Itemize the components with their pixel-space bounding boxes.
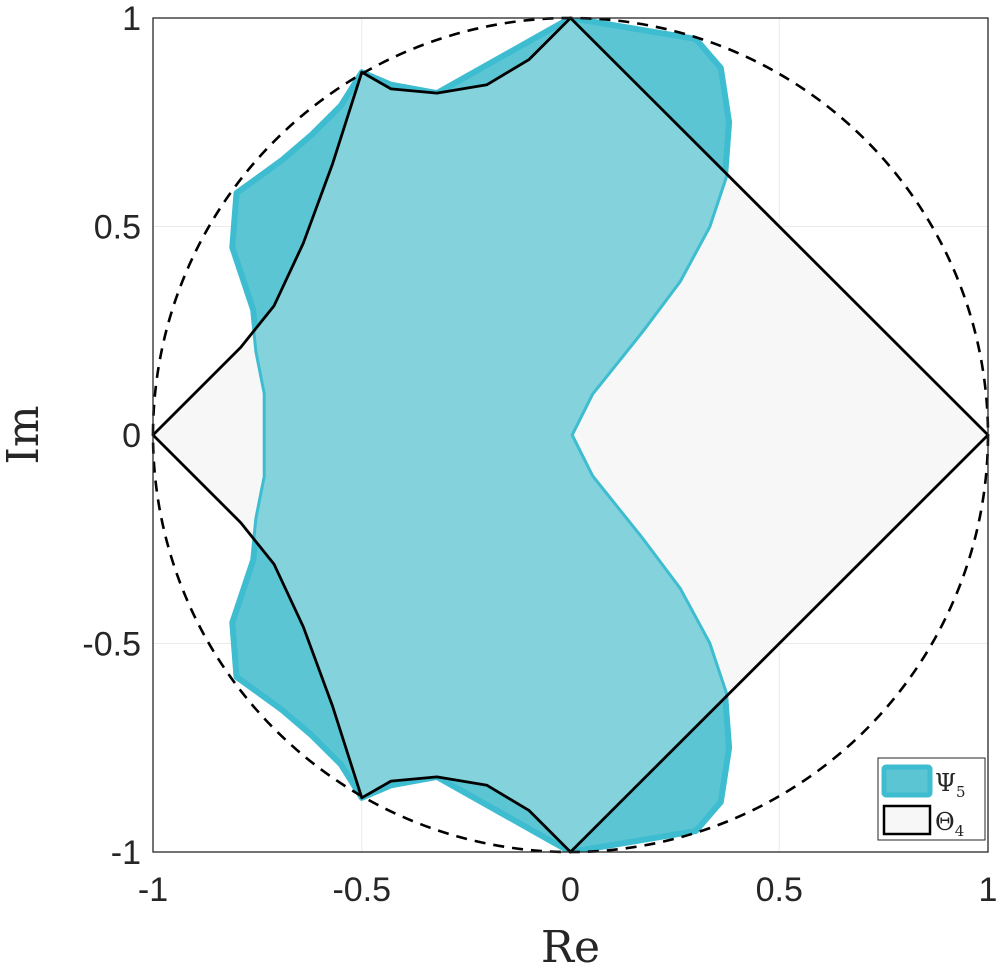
legend: Ψ5 Θ4 xyxy=(877,757,986,841)
theta-outline xyxy=(151,16,990,854)
y-tick-label: 0.5 xyxy=(94,209,141,247)
y-tick-label: -0.5 xyxy=(82,626,141,664)
legend-swatch-theta xyxy=(882,804,932,836)
x-axis-label: Re xyxy=(541,922,600,971)
x-tick-label: 1 xyxy=(979,871,997,909)
y-tick-label: -1 xyxy=(111,834,141,872)
y-axis-label: Im xyxy=(0,405,49,464)
x-tick-label: 0 xyxy=(561,871,580,909)
x-tick-label: -0.5 xyxy=(332,871,391,909)
y-tick-label: 1 xyxy=(122,0,141,38)
x-tick-label: 0.5 xyxy=(756,871,803,909)
theta-outline-layer xyxy=(151,16,990,854)
overlap-region xyxy=(232,18,730,852)
legend-label-psi: Ψ5 xyxy=(935,769,966,801)
x-tick-labels: -1 -0.5 0 0.5 1 xyxy=(138,871,997,909)
plot-frame xyxy=(152,17,989,853)
legend-label-theta: Θ4 xyxy=(935,808,964,840)
legend-swatch-psi xyxy=(881,764,933,798)
y-tick-labels: 1 0.5 0 -0.5 -1 xyxy=(82,0,141,872)
x-tick-label: -1 xyxy=(138,871,168,909)
y-tick-label: 0 xyxy=(122,417,141,455)
